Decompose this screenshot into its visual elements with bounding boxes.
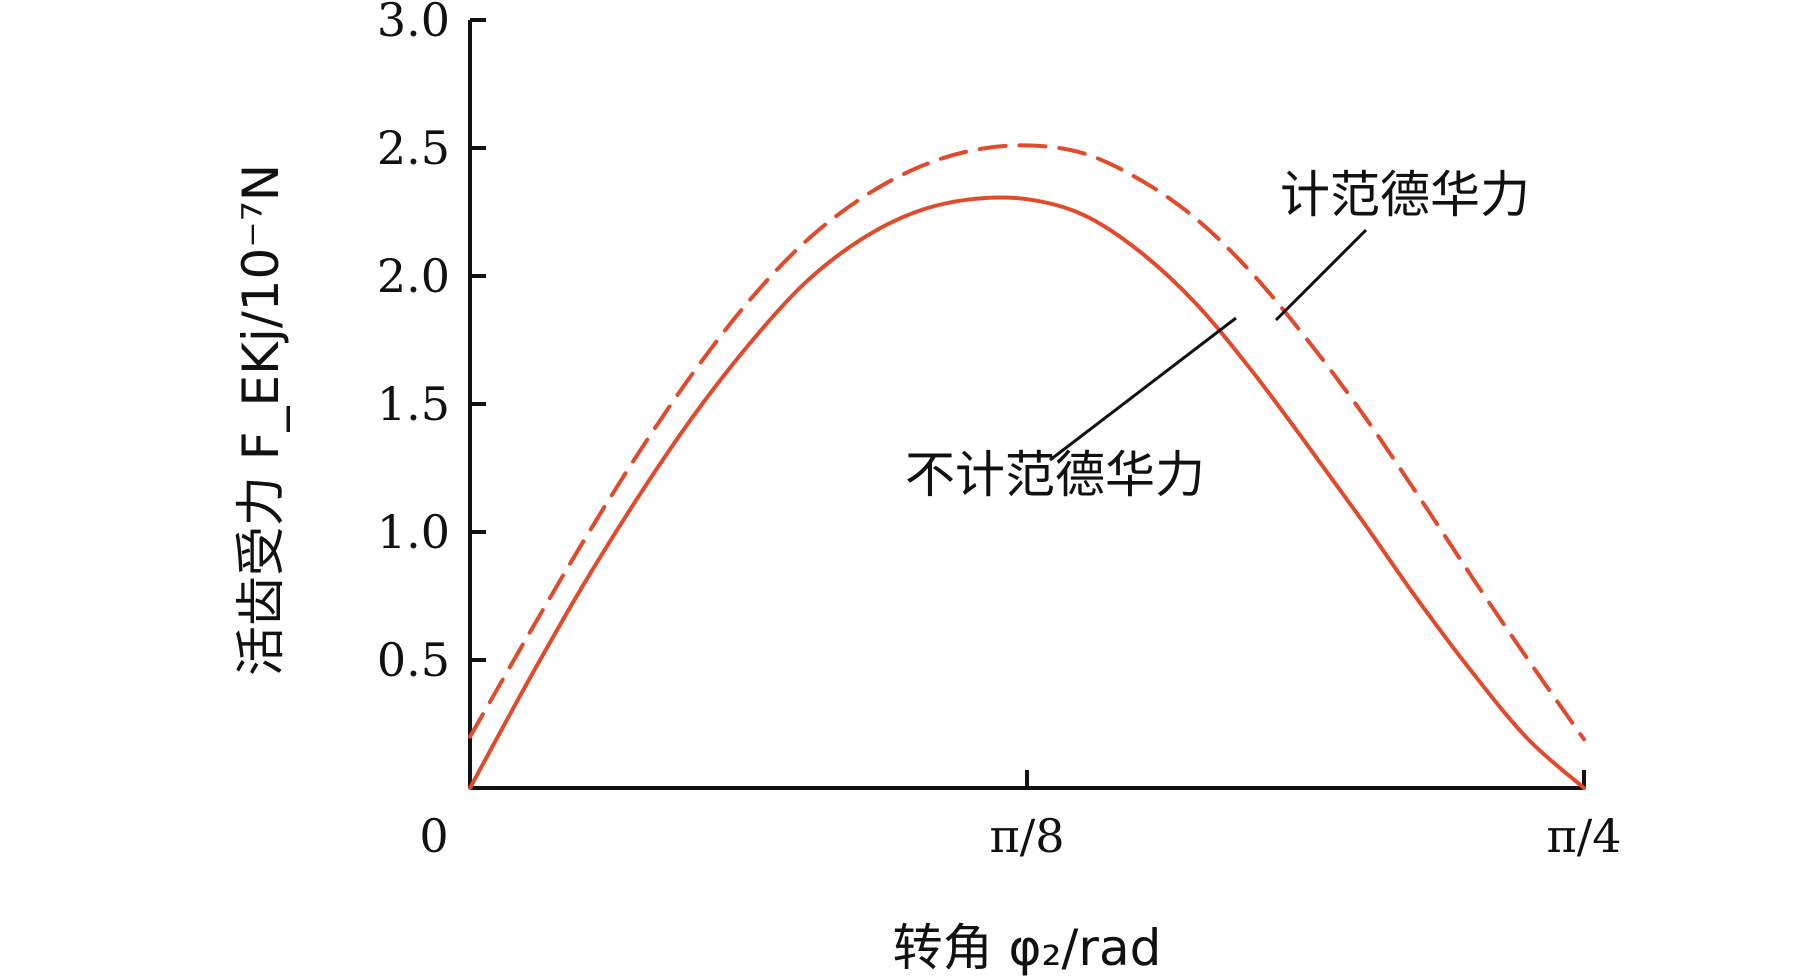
y-axis-label: 活齿受力 F_EKj/10⁻⁷N: [232, 164, 290, 676]
y-tick-label: 2.5: [377, 121, 450, 175]
y-tick-label: 0.5: [377, 633, 450, 687]
series-line-no-vdw: [468, 195, 1586, 790]
y-tick-label: 1.0: [377, 505, 450, 559]
y-tick-label: 1.5: [377, 377, 450, 431]
annotation-leader-no-vdw: [1049, 316, 1237, 462]
x-ticks: 0 π/8 π/4: [419, 770, 1622, 863]
y-ticks: 0.5 1.0 1.5 2.0 2.5 3.0: [377, 0, 486, 687]
annotation-label-no-vdw: 不计范德华力: [905, 446, 1205, 504]
annotations: 计范德华力 不计范德华力: [905, 166, 1530, 504]
y-tick-label: 2.0: [377, 249, 450, 303]
series-layer: [468, 143, 1586, 790]
x-tick-label: π/8: [990, 809, 1065, 863]
x-axis-label: 转角 φ₂/rad: [893, 919, 1162, 977]
series-line-vdw: [468, 143, 1586, 742]
y-tick-label: 3.0: [377, 0, 450, 47]
annotation-leader-vdw: [1274, 228, 1368, 322]
annotation-label-vdw: 计范德华力: [1280, 166, 1530, 224]
x-tick-label: π/4: [1547, 809, 1622, 863]
x-tick-label: 0: [419, 809, 448, 863]
